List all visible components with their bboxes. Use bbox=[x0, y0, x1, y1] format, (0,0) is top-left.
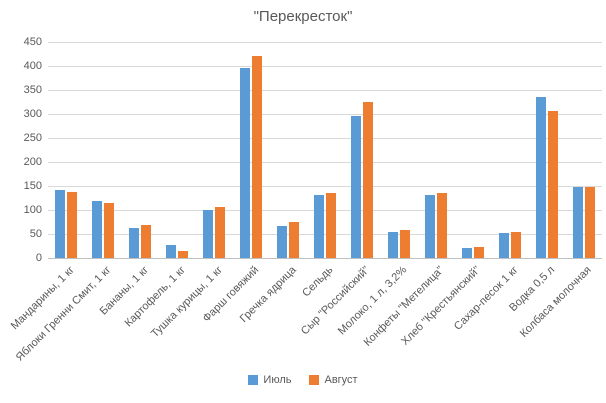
x-axis-line bbox=[48, 258, 602, 259]
legend-label: Июль bbox=[263, 374, 292, 386]
bar-июль bbox=[277, 226, 288, 258]
bar-июль bbox=[498, 233, 509, 258]
y-axis-tick-label: 450 bbox=[23, 36, 42, 48]
bar-group bbox=[528, 42, 565, 258]
legend-item: Август bbox=[309, 374, 358, 386]
bar-group bbox=[270, 42, 307, 258]
bar-август bbox=[584, 187, 595, 258]
bar-group bbox=[85, 42, 122, 258]
bar-июль bbox=[203, 210, 214, 258]
x-axis-category-label: Сахар-песок 1 кг bbox=[451, 264, 521, 333]
bar-group bbox=[417, 42, 454, 258]
bar-август bbox=[326, 193, 337, 258]
x-axis-category-label: Мандарины, 1 кг bbox=[8, 264, 77, 333]
y-axis-tick-label: 400 bbox=[23, 60, 42, 72]
y-axis-tick-label: 150 bbox=[23, 180, 42, 192]
legend-label: Август bbox=[324, 374, 358, 386]
bar-group bbox=[233, 42, 270, 258]
y-axis-tick-label: 0 bbox=[35, 252, 42, 264]
bar-июль bbox=[350, 116, 361, 258]
bar-group bbox=[565, 42, 602, 258]
bar-август bbox=[510, 232, 521, 258]
bar-group bbox=[159, 42, 196, 258]
bar-август bbox=[473, 247, 484, 258]
bar-group bbox=[491, 42, 528, 258]
y-axis-tick-label: 50 bbox=[29, 228, 42, 240]
bar-июль bbox=[166, 245, 177, 258]
y-axis-tick-label: 350 bbox=[23, 84, 42, 96]
bar-group bbox=[344, 42, 381, 258]
x-axis-category-label: Сыр "Российский" bbox=[299, 264, 373, 338]
bar-август bbox=[215, 207, 226, 258]
gridline bbox=[48, 90, 602, 91]
gridline bbox=[48, 210, 602, 211]
bar-август bbox=[178, 251, 189, 258]
bar-group bbox=[454, 42, 491, 258]
gridline bbox=[48, 186, 602, 187]
bar-август bbox=[547, 111, 558, 258]
x-axis-category-label: Молоко, 1 л, 3,2% bbox=[335, 264, 410, 338]
bar-июль bbox=[461, 248, 472, 258]
bar-июль bbox=[572, 187, 583, 258]
bar-июль bbox=[535, 97, 546, 258]
bar-июль bbox=[314, 195, 325, 258]
bar-август bbox=[67, 192, 78, 258]
bar-group bbox=[380, 42, 417, 258]
bar-август bbox=[252, 56, 263, 258]
bar-group bbox=[122, 42, 159, 258]
y-axis-tick-label: 300 bbox=[23, 108, 42, 120]
gridline bbox=[48, 42, 602, 43]
chart-title: "Перекресток" bbox=[253, 8, 353, 25]
gridline bbox=[48, 162, 602, 163]
bar-group bbox=[307, 42, 344, 258]
bar-июль bbox=[129, 228, 140, 258]
legend-item: Июль bbox=[248, 374, 291, 386]
gridline bbox=[48, 234, 602, 235]
bar-июль bbox=[55, 190, 66, 258]
x-axis-category-label: Колбаса молочная bbox=[518, 264, 595, 340]
bar-июль bbox=[92, 201, 103, 258]
y-axis-tick-label: 250 bbox=[23, 132, 42, 144]
bar-август bbox=[104, 203, 115, 258]
bar-июль bbox=[240, 68, 251, 258]
bar-август bbox=[289, 222, 300, 258]
legend-swatch-icon bbox=[248, 375, 259, 385]
legend-swatch-icon bbox=[309, 375, 320, 385]
bar-июль bbox=[424, 195, 435, 258]
gridline bbox=[48, 138, 602, 139]
gridline bbox=[48, 114, 602, 115]
bar-август bbox=[436, 193, 447, 258]
y-axis-tick-label: 200 bbox=[23, 156, 42, 168]
bars-area bbox=[48, 42, 602, 258]
y-axis-tick-label: 100 bbox=[23, 204, 42, 216]
gridline bbox=[48, 66, 602, 67]
legend: Июль Август bbox=[0, 374, 606, 386]
x-axis-category-label: Сельдь bbox=[300, 264, 336, 300]
bar-август bbox=[399, 230, 410, 258]
bar-group bbox=[48, 42, 85, 258]
bar-август bbox=[141, 225, 152, 258]
bar-июль bbox=[387, 232, 398, 258]
bar-group bbox=[196, 42, 233, 258]
bar-август bbox=[362, 102, 373, 258]
